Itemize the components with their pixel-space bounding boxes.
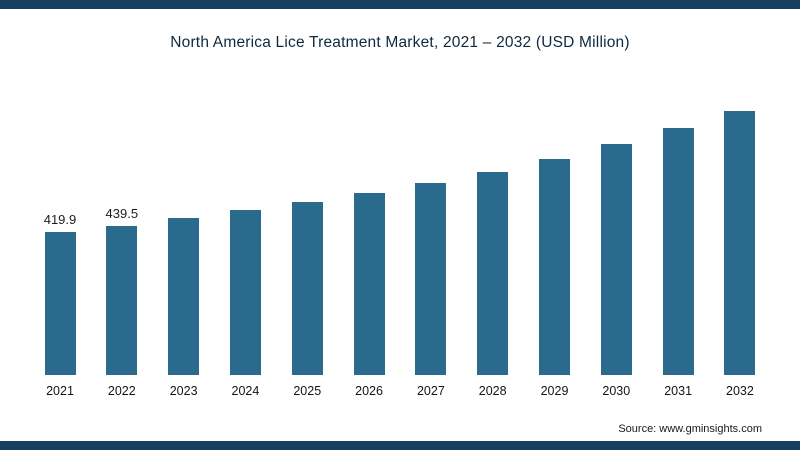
bar [415, 183, 447, 375]
x-axis-tick-label: 2021 [46, 384, 74, 398]
x-axis-tick-label: 2027 [416, 384, 445, 398]
bar [353, 193, 385, 375]
bar [477, 172, 509, 375]
bar-group: 2026 [345, 188, 393, 398]
bar [539, 159, 570, 375]
bar-group: 2032 [716, 106, 764, 398]
x-axis-tick-label: 2032 [726, 384, 754, 398]
bar-group: 439.5 2022 [98, 206, 146, 398]
bar-value-label: 419.9 [43, 212, 77, 227]
x-axis-tick-label: 2024 [231, 384, 260, 398]
bar [600, 144, 632, 375]
bar [106, 226, 138, 375]
source-attribution: Source: www.gminsights.com [618, 423, 762, 435]
bar [662, 128, 694, 375]
x-axis-tick-label: 2026 [355, 384, 383, 398]
bottom-border-strip [0, 441, 800, 450]
x-axis-tick-label: 2030 [602, 384, 631, 398]
bar [229, 210, 261, 375]
x-axis-tick-label: 2022 [107, 384, 136, 398]
bar-group: 2023 [160, 213, 208, 398]
bar-value-label: 439.5 [105, 206, 139, 221]
bar-group: 2030 [592, 139, 640, 398]
x-axis-tick-label: 2029 [540, 384, 569, 398]
x-axis-tick-label: 2031 [664, 384, 693, 398]
top-border-strip [0, 0, 800, 9]
x-axis-tick-label: 2023 [169, 384, 198, 398]
bar [724, 111, 756, 375]
bar [291, 202, 323, 375]
bar-group: 2031 [654, 123, 702, 398]
bar-group: 2024 [221, 205, 269, 398]
bar-group: 2025 [283, 197, 331, 398]
plot-area: 419.9 2021 439.5 2022 2023 2024 2025 2026 2027 20… [36, 78, 764, 398]
x-axis-tick-label: 2025 [293, 384, 322, 398]
bar-group: 2027 [407, 178, 455, 398]
bar-group: 419.9 2021 [36, 212, 84, 398]
bar-group: 2029 [531, 154, 579, 398]
bar [44, 232, 76, 375]
chart-title: North America Lice Treatment Market, 202… [170, 34, 630, 51]
bar-group: 2028 [469, 167, 517, 398]
bar [168, 218, 200, 375]
x-axis-tick-label: 2028 [478, 384, 507, 398]
